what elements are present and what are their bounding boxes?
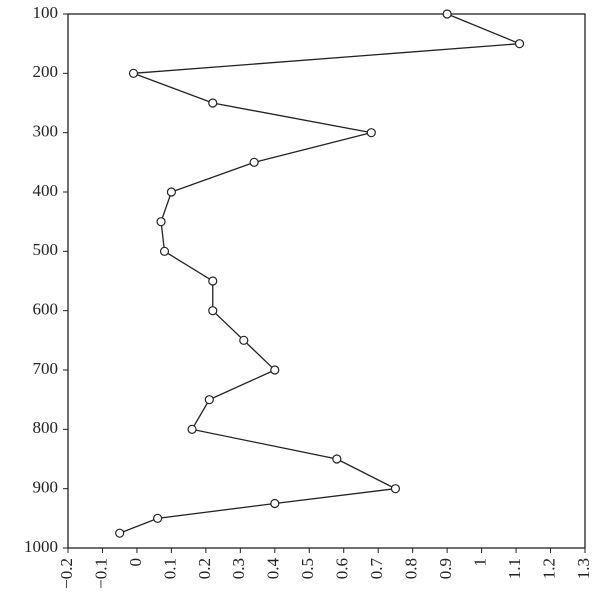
data-point xyxy=(166,187,176,197)
data-point xyxy=(390,484,401,494)
y-tick-label: 300 xyxy=(33,122,59,141)
data-point xyxy=(249,157,259,167)
data-point xyxy=(204,395,214,405)
data-point xyxy=(115,528,125,538)
x-tick-label: −0.2 xyxy=(57,558,76,589)
x-tick-label: 0.1 xyxy=(160,558,179,579)
data-line xyxy=(119,13,520,534)
data-point xyxy=(159,246,170,256)
data-point xyxy=(442,9,452,19)
data-point xyxy=(156,217,166,227)
data-point xyxy=(208,98,218,108)
x-tick-label: 1.1 xyxy=(505,558,524,579)
x-tick-label: −0.1 xyxy=(91,558,110,589)
data-point xyxy=(187,424,197,434)
data-point xyxy=(270,365,280,375)
x-tick-label: 0.2 xyxy=(195,558,214,579)
y-tick-label: 400 xyxy=(33,181,59,200)
x-tick-label: 0.4 xyxy=(264,558,283,580)
x-tick-label: 0.8 xyxy=(402,558,421,579)
x-tick-label: 1 xyxy=(471,558,490,567)
y-tick-label: 200 xyxy=(33,62,59,81)
y-tick-label: 800 xyxy=(33,418,59,437)
data-point xyxy=(128,68,139,78)
y-tick-label: 100 xyxy=(33,3,59,22)
x-tick-label: 0.9 xyxy=(436,558,455,579)
data-point xyxy=(366,128,376,138)
y-tick-label: 700 xyxy=(33,359,59,378)
x-tick-label: 0 xyxy=(126,558,145,567)
y-tick-label: 600 xyxy=(33,300,59,319)
y-tick-label: 900 xyxy=(33,478,59,497)
data-point xyxy=(332,454,342,464)
data-point xyxy=(208,276,218,286)
x-tick-label: 0.5 xyxy=(298,558,317,579)
x-tick-label: 0.6 xyxy=(333,558,352,579)
data-point xyxy=(239,335,249,345)
data-point xyxy=(514,39,525,49)
y-tick-label: 500 xyxy=(33,240,59,259)
x-tick-label: 1.3 xyxy=(574,558,593,579)
plot-frame xyxy=(67,13,586,549)
data-point xyxy=(208,306,218,316)
y-tick-label: 1000 xyxy=(24,537,58,556)
x-tick-label: 0.3 xyxy=(229,558,248,579)
x-tick-label: 0.7 xyxy=(367,558,386,580)
data-point xyxy=(270,498,280,509)
data-point xyxy=(153,513,163,523)
x-tick-label: 1.2 xyxy=(539,558,558,579)
